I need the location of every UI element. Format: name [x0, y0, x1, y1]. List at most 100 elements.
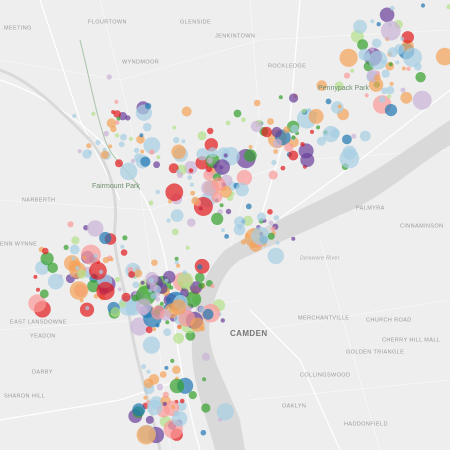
- point: [210, 284, 215, 289]
- point: [401, 66, 406, 71]
- point: [72, 113, 77, 119]
- point: [102, 256, 110, 264]
- point: [406, 66, 411, 72]
- schuylkill-river: [0, 68, 162, 450]
- point: [358, 48, 371, 61]
- point: [325, 98, 332, 105]
- point: [149, 149, 155, 155]
- point: [185, 245, 190, 250]
- point: [170, 209, 184, 223]
- place-label: CHURCH ROAD: [366, 317, 412, 323]
- point: [337, 104, 342, 109]
- point: [114, 120, 120, 125]
- point: [128, 271, 136, 278]
- point: [216, 403, 234, 421]
- point: [380, 20, 401, 41]
- point: [146, 369, 151, 374]
- place-label: YEADON: [30, 333, 56, 339]
- point: [47, 273, 64, 290]
- point: [214, 159, 230, 175]
- point: [351, 133, 357, 139]
- point: [179, 398, 185, 404]
- point: [176, 401, 187, 411]
- place-label: OAKLYN: [282, 403, 306, 409]
- point: [233, 109, 242, 118]
- place-label: COLLINGSWOOD: [300, 372, 350, 378]
- point: [67, 221, 74, 228]
- place-label: GLENSIDE: [180, 19, 211, 25]
- point: [376, 22, 381, 27]
- point: [220, 318, 225, 323]
- point: [189, 182, 194, 187]
- point: [353, 19, 367, 34]
- point: [142, 122, 152, 132]
- place-label: CINNAMINSON: [400, 223, 444, 229]
- point: [110, 307, 121, 317]
- point: [176, 169, 181, 174]
- point: [149, 283, 158, 292]
- point: [400, 87, 406, 93]
- point: [343, 72, 351, 79]
- point: [173, 137, 180, 144]
- point: [342, 145, 357, 160]
- place-label: ROCKLEDGE: [268, 63, 306, 69]
- point: [386, 86, 395, 95]
- point: [76, 269, 87, 279]
- point: [370, 19, 375, 24]
- point: [148, 200, 154, 206]
- point: [136, 135, 145, 144]
- point: [331, 101, 344, 114]
- point: [42, 247, 49, 255]
- place-label: CHERRY HILL MALL: [382, 337, 440, 343]
- point: [316, 80, 328, 91]
- point: [197, 131, 207, 141]
- point: [93, 253, 98, 258]
- point: [207, 127, 214, 135]
- point: [168, 163, 179, 174]
- point: [169, 378, 185, 394]
- point: [291, 135, 296, 140]
- point: [381, 59, 386, 64]
- place-label: PALMYRA: [356, 205, 385, 211]
- point: [148, 277, 155, 284]
- point: [40, 252, 54, 266]
- point: [374, 74, 381, 81]
- point: [273, 215, 280, 221]
- place-label: FLOURTOWN: [88, 19, 127, 25]
- point: [309, 129, 315, 134]
- delaware-river: [191, 120, 450, 450]
- point: [339, 48, 358, 67]
- point: [114, 133, 120, 138]
- point: [132, 281, 140, 289]
- point: [379, 7, 395, 23]
- place-label: SHARON HILL: [4, 393, 45, 399]
- point: [368, 50, 388, 70]
- point: [171, 405, 176, 410]
- place-label: ENN WYNNE: [0, 241, 37, 247]
- point: [173, 410, 180, 417]
- point: [145, 415, 154, 424]
- point: [203, 169, 215, 181]
- point: [350, 68, 355, 73]
- point: [301, 108, 307, 114]
- point: [146, 399, 163, 416]
- point: [207, 147, 218, 158]
- point: [155, 323, 160, 328]
- point: [300, 153, 315, 167]
- point: [188, 391, 197, 400]
- point: [236, 170, 253, 186]
- point: [202, 377, 207, 382]
- point: [316, 125, 321, 130]
- point: [242, 215, 253, 226]
- point: [197, 264, 203, 270]
- point: [119, 162, 138, 181]
- point: [139, 133, 144, 138]
- place-label: EAST LANSDOWNE: [10, 319, 67, 325]
- point: [114, 99, 119, 104]
- point: [87, 220, 104, 237]
- point: [275, 240, 280, 245]
- point: [176, 171, 184, 179]
- point: [369, 46, 375, 52]
- point: [143, 137, 161, 154]
- point: [99, 269, 104, 274]
